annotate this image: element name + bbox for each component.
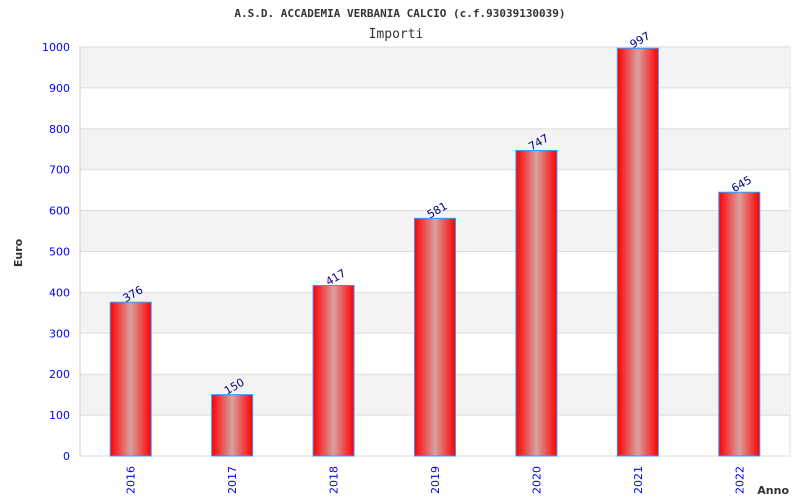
y-tick-label: 500 [49, 246, 70, 259]
y-tick-label: 200 [49, 368, 70, 381]
x-tick-label: 2016 [125, 466, 138, 494]
y-tick-label: 0 [63, 450, 70, 463]
bar-2018 [312, 284, 355, 457]
bar-2016 [109, 301, 152, 457]
bar-2017 [211, 394, 254, 457]
y-tick-label: 900 [49, 82, 70, 95]
bar-2019 [414, 217, 456, 457]
x-tick-label: 2020 [530, 466, 543, 494]
bar-2020 [515, 149, 558, 457]
y-tick-label: 600 [49, 205, 70, 218]
y-axis-label: Euro [12, 238, 25, 267]
grid-band [80, 47, 790, 88]
grid-band [80, 128, 790, 170]
x-tick-label: 2022 [733, 466, 746, 494]
bar-2021 [616, 47, 659, 457]
y-tick-label: 700 [49, 164, 70, 177]
y-tick-label: 400 [49, 286, 70, 299]
chart-title: A.S.D. ACCADEMIA VERBANIA CALCIO (c.f.93… [234, 7, 565, 20]
y-tick-label: 300 [49, 327, 70, 340]
x-axis-label: Anno [757, 484, 789, 497]
y-tick-label: 1000 [42, 41, 70, 54]
x-tick-label: 2021 [632, 466, 645, 494]
x-tick-label: 2017 [226, 466, 239, 494]
x-tick-label: 2019 [429, 466, 442, 494]
chart-subtitle: Importi [369, 27, 424, 42]
x-tick-label: 2018 [328, 466, 341, 494]
y-tick-label: 800 [49, 123, 70, 136]
bar-2022 [718, 191, 761, 457]
y-tick-label: 100 [49, 409, 70, 422]
